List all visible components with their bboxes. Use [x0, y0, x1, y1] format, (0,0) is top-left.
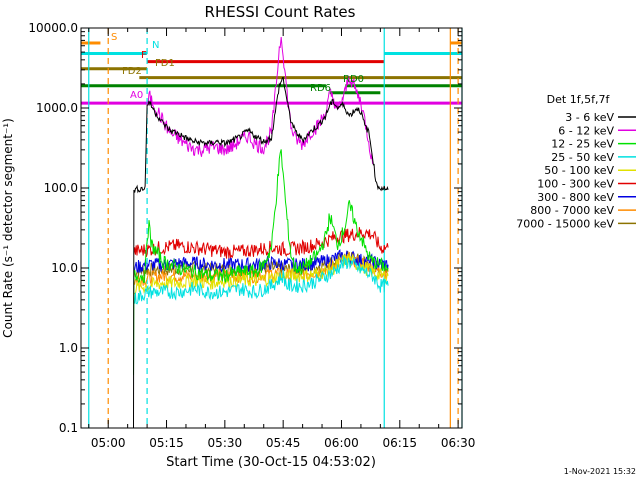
x-axis: 05:00 05:15 05:30 05:45 06:00 06:15 06:30	[88, 28, 476, 450]
x-axis-label: Start Time (30-Oct-15 04:53:02)	[166, 455, 376, 470]
series-25-50kev	[133, 255, 389, 305]
legend-label: 800 - 7000 keV	[530, 204, 614, 217]
legend-label: 300 - 800 keV	[537, 191, 614, 204]
x-tick-label: 06:00	[324, 436, 359, 450]
footer-date: 1-Nov-2021 15:32	[564, 467, 636, 476]
series-50-100kev	[133, 253, 389, 295]
x-tick-label: 05:15	[149, 436, 184, 450]
flag-labels: S NF FD1 FD2 RD0 RD6 A0	[111, 32, 364, 101]
series-lines	[133, 37, 389, 428]
legend-label: 100 - 300 keV	[537, 178, 614, 191]
legend-label: 7000 - 15000 keV	[516, 217, 614, 230]
y-tick-label: 10.0	[51, 261, 78, 275]
legend-title: Det 1f,5f,7f	[547, 93, 611, 106]
flag-label-n: N	[152, 40, 159, 51]
legend-label: 6 - 12 keV	[558, 124, 614, 137]
flag-label-rd0: RD0	[343, 74, 364, 85]
x-tick-label: 06:30	[441, 436, 476, 450]
y-tick-label: 100.0	[44, 181, 78, 195]
y-axis: 0.1 1.0 10.0 100.0 1000.0 10000.0	[28, 21, 462, 435]
flag-label-a0: A0	[130, 90, 143, 101]
plot-frame	[80, 27, 463, 429]
legend-label: 3 - 6 keV	[565, 111, 614, 124]
x-tick-label: 06:15	[382, 436, 417, 450]
flag-label-fd2: FD2	[122, 66, 142, 77]
y-tick-label: 10000.0	[28, 21, 78, 35]
y-axis-label: Count Rate (s⁻¹ detector segment⁻¹)	[1, 118, 15, 338]
legend-label: 12 - 25 keV	[551, 138, 614, 151]
flag-label-rd6: RD6	[310, 83, 331, 94]
x-tick-label: 05:45	[266, 436, 301, 450]
legend-label: 25 - 50 keV	[551, 151, 614, 164]
flag-label-f: F	[141, 50, 147, 61]
series-12-25kev	[133, 149, 389, 375]
flag-label-fd1: FD1	[155, 58, 175, 69]
y-tick-label: 0.1	[59, 421, 78, 435]
y-tick-label: 1.0	[59, 341, 78, 355]
y-tick-label: 1000.0	[36, 101, 78, 115]
chart-title: RHESSI Count Rates	[205, 3, 356, 21]
series-6-12kev	[146, 37, 374, 164]
series-3-6kev	[133, 76, 389, 428]
flag-bars	[81, 41, 462, 105]
flag-label-s: S	[111, 32, 117, 43]
series-100-300kev	[133, 227, 389, 259]
legend-label: 50 - 100 keV	[544, 164, 614, 177]
x-tick-label: 05:30	[208, 436, 243, 450]
x-tick-label: 05:00	[91, 436, 126, 450]
